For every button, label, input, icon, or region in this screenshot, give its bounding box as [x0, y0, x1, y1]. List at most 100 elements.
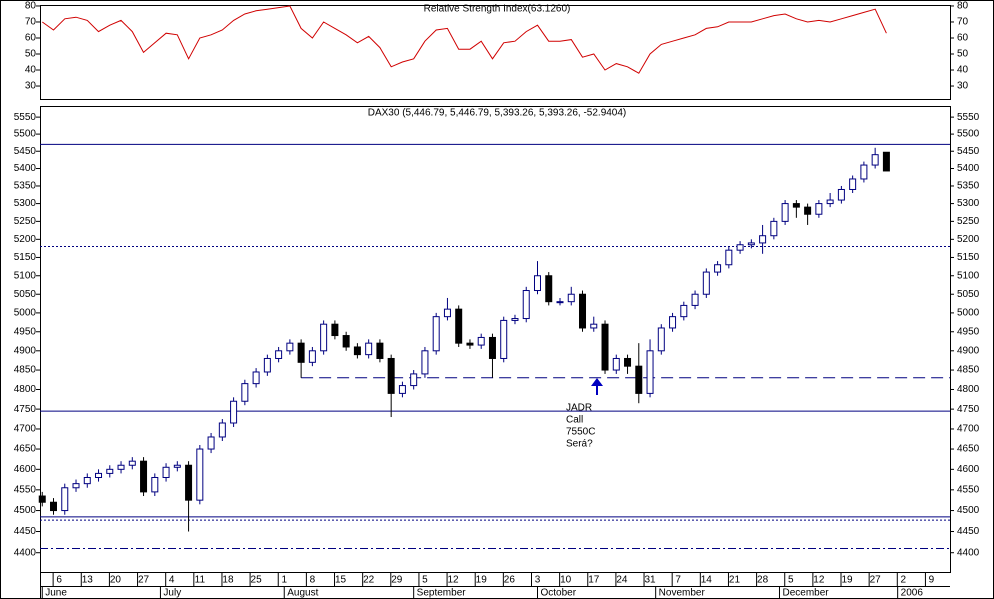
x-tick-label: 14 [701, 575, 713, 586]
x-tick-label: 5 [422, 575, 428, 586]
annotation: Será? [566, 439, 593, 450]
candle-body [511, 318, 519, 321]
y-tick-label: 5500 [957, 129, 980, 140]
y-tick-label: 80 [25, 1, 37, 12]
y-tick-label: 70 [957, 17, 969, 28]
y-tick-label: 4700 [957, 424, 980, 435]
y-tick-label: 4950 [14, 326, 37, 337]
rsi-title: Relative Strength Index(63.1260) [424, 4, 571, 15]
candle-body [252, 371, 260, 385]
candle-body [669, 316, 677, 329]
candle-body [747, 242, 755, 246]
y-tick-label: 4550 [14, 484, 37, 495]
candle-body [196, 448, 204, 501]
x-tick-label: 9 [929, 575, 935, 586]
candle-body [72, 483, 80, 489]
y-tick-label: 5350 [14, 181, 37, 192]
y-tick-label: 5000 [14, 308, 37, 319]
candle-body [702, 271, 710, 295]
x-tick-label: 29 [391, 575, 403, 586]
candle-body [376, 342, 384, 359]
x-tick-label: 19 [841, 575, 853, 586]
annotation: Call [566, 415, 583, 426]
month-label: July [163, 588, 181, 599]
x-tick-label: 27 [138, 575, 150, 586]
x-tick-label: 21 [729, 575, 741, 586]
candle-body [275, 350, 283, 359]
month-label: 2006 [901, 588, 924, 599]
x-tick-label: 8 [310, 575, 316, 586]
x-tick-label: 2 [901, 575, 907, 586]
candle-body [151, 476, 159, 493]
month-label: November [659, 588, 706, 599]
candle-body [320, 323, 328, 352]
y-tick-label: 5550 [957, 112, 980, 123]
y-tick-label: 5150 [957, 252, 980, 263]
y-tick-label: 50 [25, 49, 37, 60]
candle-body [871, 154, 879, 166]
y-tick-label: 4700 [14, 424, 37, 435]
y-tick-label: 4800 [14, 384, 37, 395]
candle-body [230, 400, 238, 424]
candle-body [353, 346, 361, 356]
y-tick-label: 4800 [957, 384, 980, 395]
month-label: December [782, 588, 829, 599]
y-tick-label: 4600 [14, 464, 37, 475]
candle-body [83, 476, 91, 485]
y-tick-label: 4400 [14, 547, 37, 558]
candle-body [849, 178, 857, 190]
candle-body [61, 487, 69, 512]
x-tick-label: 7 [675, 575, 681, 586]
y-tick-label: 5400 [14, 163, 37, 174]
x-tick-label: 11 [195, 575, 206, 586]
candle-body [860, 164, 868, 180]
x-tick-label: 12 [813, 575, 825, 586]
y-tick-label: 5200 [14, 234, 37, 245]
y-tick-label: 5100 [957, 270, 980, 281]
y-tick-label: 60 [957, 33, 969, 44]
y-tick-label: 5400 [957, 163, 980, 174]
candle-body [421, 350, 429, 375]
candle-body [95, 472, 103, 478]
y-tick-label: 5250 [14, 216, 37, 227]
y-tick-label: 4950 [957, 326, 980, 337]
y-tick-label: 4650 [957, 444, 980, 455]
candle-body [815, 203, 823, 215]
candle-body [533, 275, 541, 292]
candle-body [680, 304, 688, 318]
month-label: June [45, 588, 67, 599]
candle-body [477, 336, 485, 346]
y-tick-label: 4400 [957, 547, 980, 558]
rsi-panel [40, 5, 951, 100]
candle-body [488, 336, 496, 359]
y-tick-label: 40 [957, 65, 969, 76]
candle-body [545, 275, 553, 303]
x-tick-label: 20 [110, 575, 122, 586]
candle-body [567, 293, 575, 303]
y-tick-label: 50 [957, 49, 969, 60]
y-tick-label: 4900 [14, 345, 37, 356]
candle-body [331, 323, 339, 337]
candle-body [556, 301, 564, 304]
candle-body [308, 350, 316, 363]
x-tick-label: 24 [616, 575, 628, 586]
y-tick-label: 40 [25, 65, 37, 76]
candle-body [286, 342, 294, 352]
y-tick-label: 5250 [957, 216, 980, 227]
candle-body [140, 460, 148, 493]
candle-body [398, 385, 406, 394]
y-tick-label: 4450 [14, 526, 37, 537]
candle-body [579, 293, 587, 329]
y-tick-label: 5050 [957, 289, 980, 300]
candle-body [297, 342, 305, 363]
x-tick-label: 4 [169, 575, 175, 586]
candle-body [128, 460, 136, 466]
candle-body [50, 501, 58, 512]
candle-body [792, 203, 800, 208]
y-tick-label: 4850 [14, 365, 37, 376]
annotation: JADR [566, 403, 592, 414]
y-tick-label: 4900 [957, 345, 980, 356]
x-tick-label: 17 [588, 575, 600, 586]
